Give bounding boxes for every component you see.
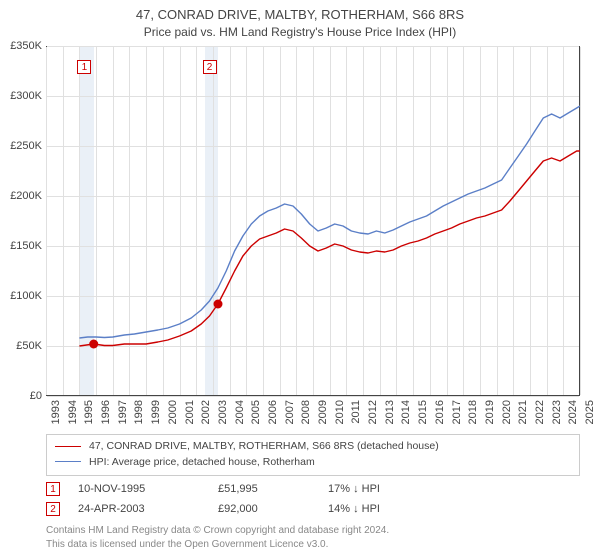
series-price_paid — [79, 151, 580, 346]
legend-row: 47, CONRAD DRIVE, MALTBY, ROTHERHAM, S66… — [55, 439, 571, 455]
x-axis-label: 2025 — [584, 400, 596, 436]
x-axis-label: 1995 — [83, 400, 95, 436]
x-axis-label: 2001 — [184, 400, 196, 436]
event-price: £92,000 — [218, 503, 328, 515]
events-table: 1 10-NOV-1995£51,99517% ↓ HPI 2 24-APR-2003… — [46, 478, 580, 522]
event-row: 1 10-NOV-1995£51,99517% ↓ HPI — [46, 482, 580, 498]
legend-swatch — [55, 461, 81, 462]
x-axis-label: 1999 — [150, 400, 162, 436]
x-axis-label: 2013 — [384, 400, 396, 436]
x-axis-label: 2021 — [517, 400, 529, 436]
x-axis-label: 2006 — [267, 400, 279, 436]
x-axis-label: 1993 — [50, 400, 62, 436]
y-axis-label: £50K — [0, 340, 42, 352]
y-axis-label: £250K — [0, 140, 42, 152]
x-axis-label: 2022 — [534, 400, 546, 436]
x-axis-label: 2002 — [200, 400, 212, 436]
y-axis-label: £200K — [0, 190, 42, 202]
x-axis-label: 2018 — [467, 400, 479, 436]
chart-plot-area: 1993199419951996199719981999200020012002… — [46, 46, 580, 396]
chart-subtitle: Price paid vs. HM Land Registry's House … — [0, 24, 600, 41]
x-axis-label: 2023 — [551, 400, 563, 436]
x-axis-label: 2007 — [284, 400, 296, 436]
x-axis-label: 2024 — [567, 400, 579, 436]
footer-attribution: Contains HM Land Registry data © Crown c… — [46, 524, 580, 551]
gridline-horizontal — [47, 396, 579, 397]
event-pct-vs-hpi: 14% ↓ HPI — [328, 503, 448, 515]
legend-row: HPI: Average price, detached house, Roth… — [55, 455, 571, 471]
x-axis-label: 2014 — [400, 400, 412, 436]
x-axis-label: 1997 — [117, 400, 129, 436]
title-block: 47, CONRAD DRIVE, MALTBY, ROTHERHAM, S66… — [0, 0, 600, 41]
chart-title: 47, CONRAD DRIVE, MALTBY, ROTHERHAM, S66… — [0, 6, 600, 24]
event-marker-2: 2 — [203, 60, 217, 74]
sale-point-marker — [89, 340, 98, 349]
legend-label: HPI: Average price, detached house, Roth… — [89, 456, 315, 468]
x-axis-label: 2019 — [484, 400, 496, 436]
event-price: £51,995 — [218, 483, 328, 495]
chart-container: 47, CONRAD DRIVE, MALTBY, ROTHERHAM, S66… — [0, 0, 600, 560]
x-axis-label: 2017 — [451, 400, 463, 436]
x-axis-label: 2011 — [350, 400, 362, 436]
x-axis-label: 2003 — [217, 400, 229, 436]
x-axis-label: 1994 — [67, 400, 79, 436]
x-axis-label: 2020 — [501, 400, 513, 436]
y-axis-label: £0 — [0, 390, 42, 402]
y-axis-label: £100K — [0, 290, 42, 302]
event-pct-vs-hpi: 17% ↓ HPI — [328, 483, 448, 495]
legend-box: 47, CONRAD DRIVE, MALTBY, ROTHERHAM, S66… — [46, 434, 580, 476]
event-marker-icon: 2 — [46, 502, 60, 516]
y-axis-label: £150K — [0, 240, 42, 252]
plot-svg — [46, 46, 580, 396]
x-axis-label: 1996 — [100, 400, 112, 436]
x-axis-label: 2010 — [334, 400, 346, 436]
x-axis-label: 2012 — [367, 400, 379, 436]
series-hpi — [79, 106, 580, 338]
event-date: 10-NOV-1995 — [78, 483, 218, 495]
x-axis-label: 2000 — [167, 400, 179, 436]
legend-swatch — [55, 446, 81, 447]
x-axis-label: 2009 — [317, 400, 329, 436]
event-row: 2 24-APR-2003£92,00014% ↓ HPI — [46, 502, 580, 518]
event-marker-1: 1 — [77, 60, 91, 74]
legend-label: 47, CONRAD DRIVE, MALTBY, ROTHERHAM, S66… — [89, 440, 439, 452]
y-axis-label: £350K — [0, 40, 42, 52]
x-axis-label: 1998 — [133, 400, 145, 436]
footer-line-1: Contains HM Land Registry data © Crown c… — [46, 524, 580, 538]
x-axis-label: 2004 — [234, 400, 246, 436]
footer-line-2: This data is licensed under the Open Gov… — [46, 538, 580, 552]
x-axis-label: 2008 — [300, 400, 312, 436]
gridline-vertical — [580, 47, 581, 395]
event-date: 24-APR-2003 — [78, 503, 218, 515]
y-axis-label: £300K — [0, 90, 42, 102]
sale-point-marker — [214, 300, 223, 309]
x-axis-label: 2005 — [250, 400, 262, 436]
x-axis-label: 2015 — [417, 400, 429, 436]
x-axis-label: 2016 — [434, 400, 446, 436]
event-marker-icon: 1 — [46, 482, 60, 496]
